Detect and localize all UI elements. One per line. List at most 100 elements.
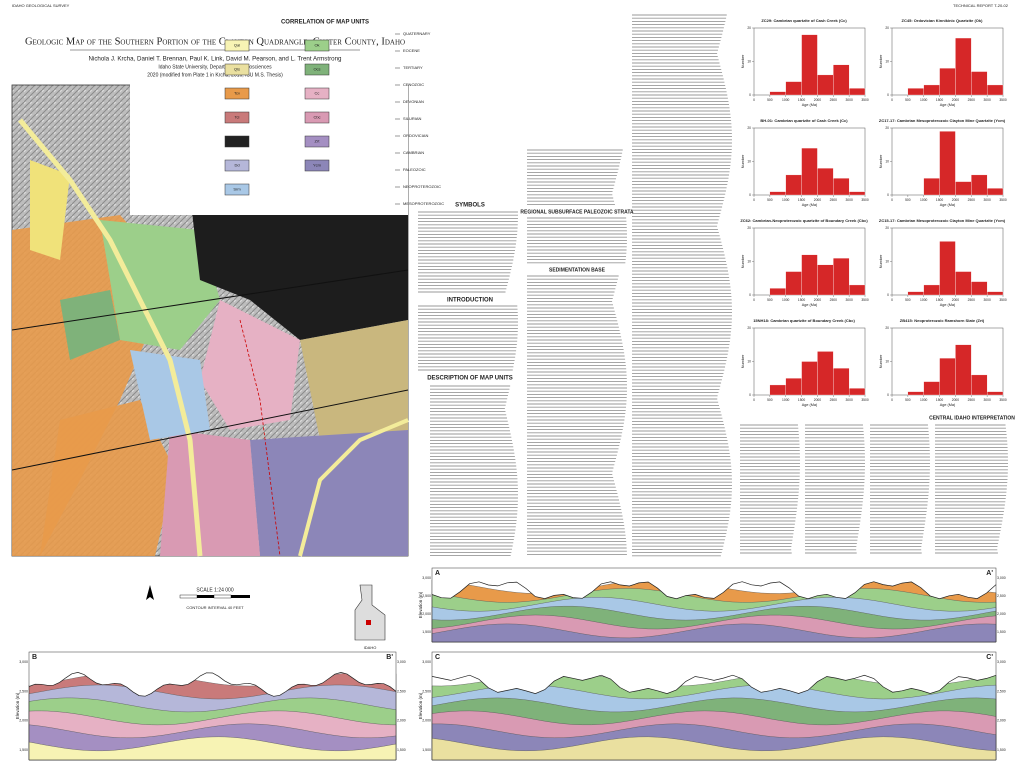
elevation-tick: 1,500 [19, 748, 28, 752]
x-tick-label: 2500 [830, 198, 838, 202]
x-tick-label: 1000 [782, 398, 790, 402]
cross-section-layer [28, 736, 397, 761]
y-tick-label: 0 [749, 193, 751, 197]
contour: CONTOUR INTERVAL 40 FEET [186, 605, 244, 610]
unit-code: Zrt [315, 139, 321, 144]
y-tick-label: 0 [887, 93, 889, 97]
histogram-bar [833, 178, 850, 196]
map-shape [250, 430, 408, 556]
x-tick-label: 1000 [920, 298, 928, 302]
era-label: EOCENE [403, 48, 420, 53]
map-shape [146, 585, 154, 600]
histogram-bar [971, 71, 988, 96]
elevation-tick: 1,500 [397, 748, 406, 752]
unit-code: Ocs [313, 67, 320, 72]
histogram-bar [848, 191, 866, 196]
histogram-bar [986, 188, 1004, 196]
section-start: A [435, 570, 440, 577]
unit-box [304, 39, 330, 52]
y-axis-label: Number [879, 254, 883, 268]
x-tick-label: 1000 [920, 98, 928, 102]
era-label: TERTIARY [403, 65, 423, 70]
x-tick-label: 0 [891, 398, 893, 402]
x-tick-label: 3500 [999, 198, 1007, 202]
y-axis-label: Number [879, 54, 883, 68]
histogram-bar [923, 284, 940, 296]
x-tick-label: 3500 [999, 298, 1007, 302]
elevation-tick: 3,000 [997, 660, 1006, 664]
map-shape [190, 175, 408, 340]
x-tick-label: 1500 [798, 398, 806, 402]
unit-box [304, 159, 330, 172]
elevation-tick: 2,500 [397, 689, 406, 693]
histogram-bar [817, 74, 834, 96]
x-tick-label: 500 [767, 398, 773, 402]
x-tick-label: 2000 [814, 298, 822, 302]
chart-title: ZC29: Cambrian quartzite of Cash Creek (… [761, 18, 847, 23]
y-tick-label: 20 [885, 226, 889, 230]
histogram-bar [769, 384, 786, 396]
unit-code: Tcv [234, 91, 240, 96]
authors: Nichola J. Krcha, Daniel T. Brennan, Pau… [88, 56, 342, 63]
section-end: C' [986, 654, 993, 661]
histogram-bar [785, 174, 802, 196]
map-shape [354, 584, 386, 641]
section-frame [431, 567, 997, 643]
unit-code: Qls [234, 67, 240, 72]
x-tick-label: 3500 [861, 398, 869, 402]
x-tick-label: 3000 [845, 98, 853, 102]
x-tick-label: 1500 [936, 198, 944, 202]
state-label: IDAHO [364, 645, 377, 650]
elevation-tick: 1,500 [997, 748, 1006, 752]
x-tick-label: 3000 [983, 198, 991, 202]
cross-section-layer [431, 623, 997, 643]
era-label: CAMBRIAN [403, 150, 424, 155]
x-tick-label: 500 [905, 398, 911, 402]
elevation-label: Elevation (m) [15, 692, 20, 719]
elevation-tick: 3,000 [422, 660, 431, 664]
y-tick-label: 10 [747, 259, 751, 263]
heading: DESCRIPTION OF MAP UNITS [427, 376, 513, 382]
unit-code: Cbc [313, 115, 320, 120]
x-tick-label: 500 [767, 298, 773, 302]
elevation-tick: 2,500 [997, 594, 1006, 598]
y-tick-label: 10 [885, 259, 889, 263]
sky [29, 652, 396, 697]
x-tick-label: 1500 [936, 98, 944, 102]
x-tick-label: 0 [753, 298, 755, 302]
y-tick-label: 0 [887, 393, 889, 397]
y-tick-label: 0 [749, 93, 751, 97]
heading: CENTRAL IDAHO INTERPRETATION [929, 415, 1015, 421]
elevation-tick: 3,000 [422, 576, 431, 580]
elevation-tick: 2,000 [397, 719, 406, 723]
histogram-bar [939, 357, 956, 396]
elevation-tick: 2,500 [997, 689, 1006, 693]
elevation-label: Elevation (m) [418, 591, 423, 618]
unit-box [224, 183, 250, 196]
x-tick-label: 1000 [782, 98, 790, 102]
unit-code: Dd [234, 163, 239, 168]
map-shape [366, 620, 371, 625]
y-tick-label: 10 [885, 59, 889, 63]
histogram-bar [833, 257, 850, 296]
unit-box [224, 87, 250, 100]
map-shape [200, 300, 300, 430]
sky [432, 568, 996, 599]
header-right: TECHNICAL REPORT T-20-02 [953, 3, 1009, 8]
y-tick-label: 10 [885, 159, 889, 163]
elevation-tick: 1,500 [422, 748, 431, 752]
section-end: B' [386, 654, 393, 661]
map-shape [239, 319, 281, 557]
histogram-bar [848, 284, 866, 296]
histogram-bar [955, 271, 972, 296]
section-frame [431, 651, 997, 761]
correlation-title: CORRELATION OF MAP UNITS [281, 20, 369, 26]
affiliation: Idaho State University, Department of Ge… [158, 64, 272, 70]
geologic-map [11, 80, 409, 557]
era-label: QUATERNARY [403, 31, 431, 36]
x-axis-label: Age (Ma) [940, 303, 956, 307]
x-tick-label: 3000 [983, 398, 991, 402]
histogram-bar [785, 271, 802, 296]
histogram-bar [971, 374, 988, 396]
map-shape [40, 400, 175, 556]
